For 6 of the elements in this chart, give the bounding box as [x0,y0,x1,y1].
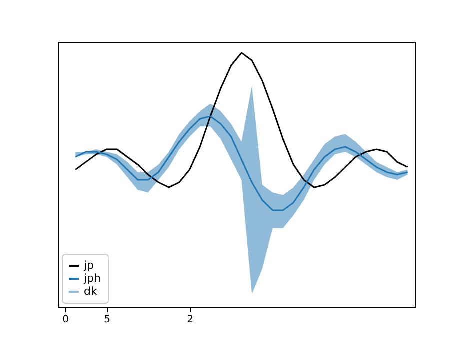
legend-label: jp [83,259,94,272]
x-tick-label: 2 [187,314,194,326]
x-tick-label: 5 [104,314,110,326]
legend-label: jph [83,272,102,285]
annotation: dk [84,285,98,298]
x-tick-label: 0 [62,314,69,326]
